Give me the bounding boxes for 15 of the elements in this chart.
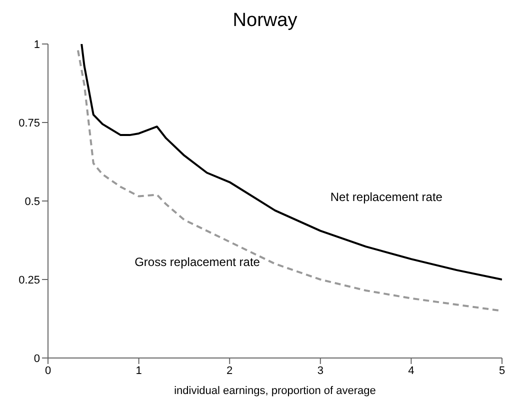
y-tick-label: 1 — [34, 38, 40, 51]
series-label: Gross replacement rate — [134, 254, 260, 269]
y-tick-label: 0.5 — [24, 196, 40, 208]
chart-title: Norway — [232, 9, 298, 33]
x-tick-label: 3 — [317, 364, 324, 377]
y-tick-label: 0.25 — [18, 274, 40, 286]
y-tick-label: 0.75 — [18, 117, 40, 130]
x-tick-label: 0 — [44, 364, 52, 377]
x-tick-label: 4 — [408, 364, 414, 377]
y-tick-label: 0 — [34, 352, 40, 365]
x-tick-label: 5 — [498, 364, 506, 377]
x-axis-title: individual earnings, proportion of average — [174, 385, 376, 397]
x-tick-label: 2 — [226, 364, 233, 377]
x-tick-label: 1 — [136, 364, 142, 377]
text: Net replacement rate — [330, 190, 443, 204]
